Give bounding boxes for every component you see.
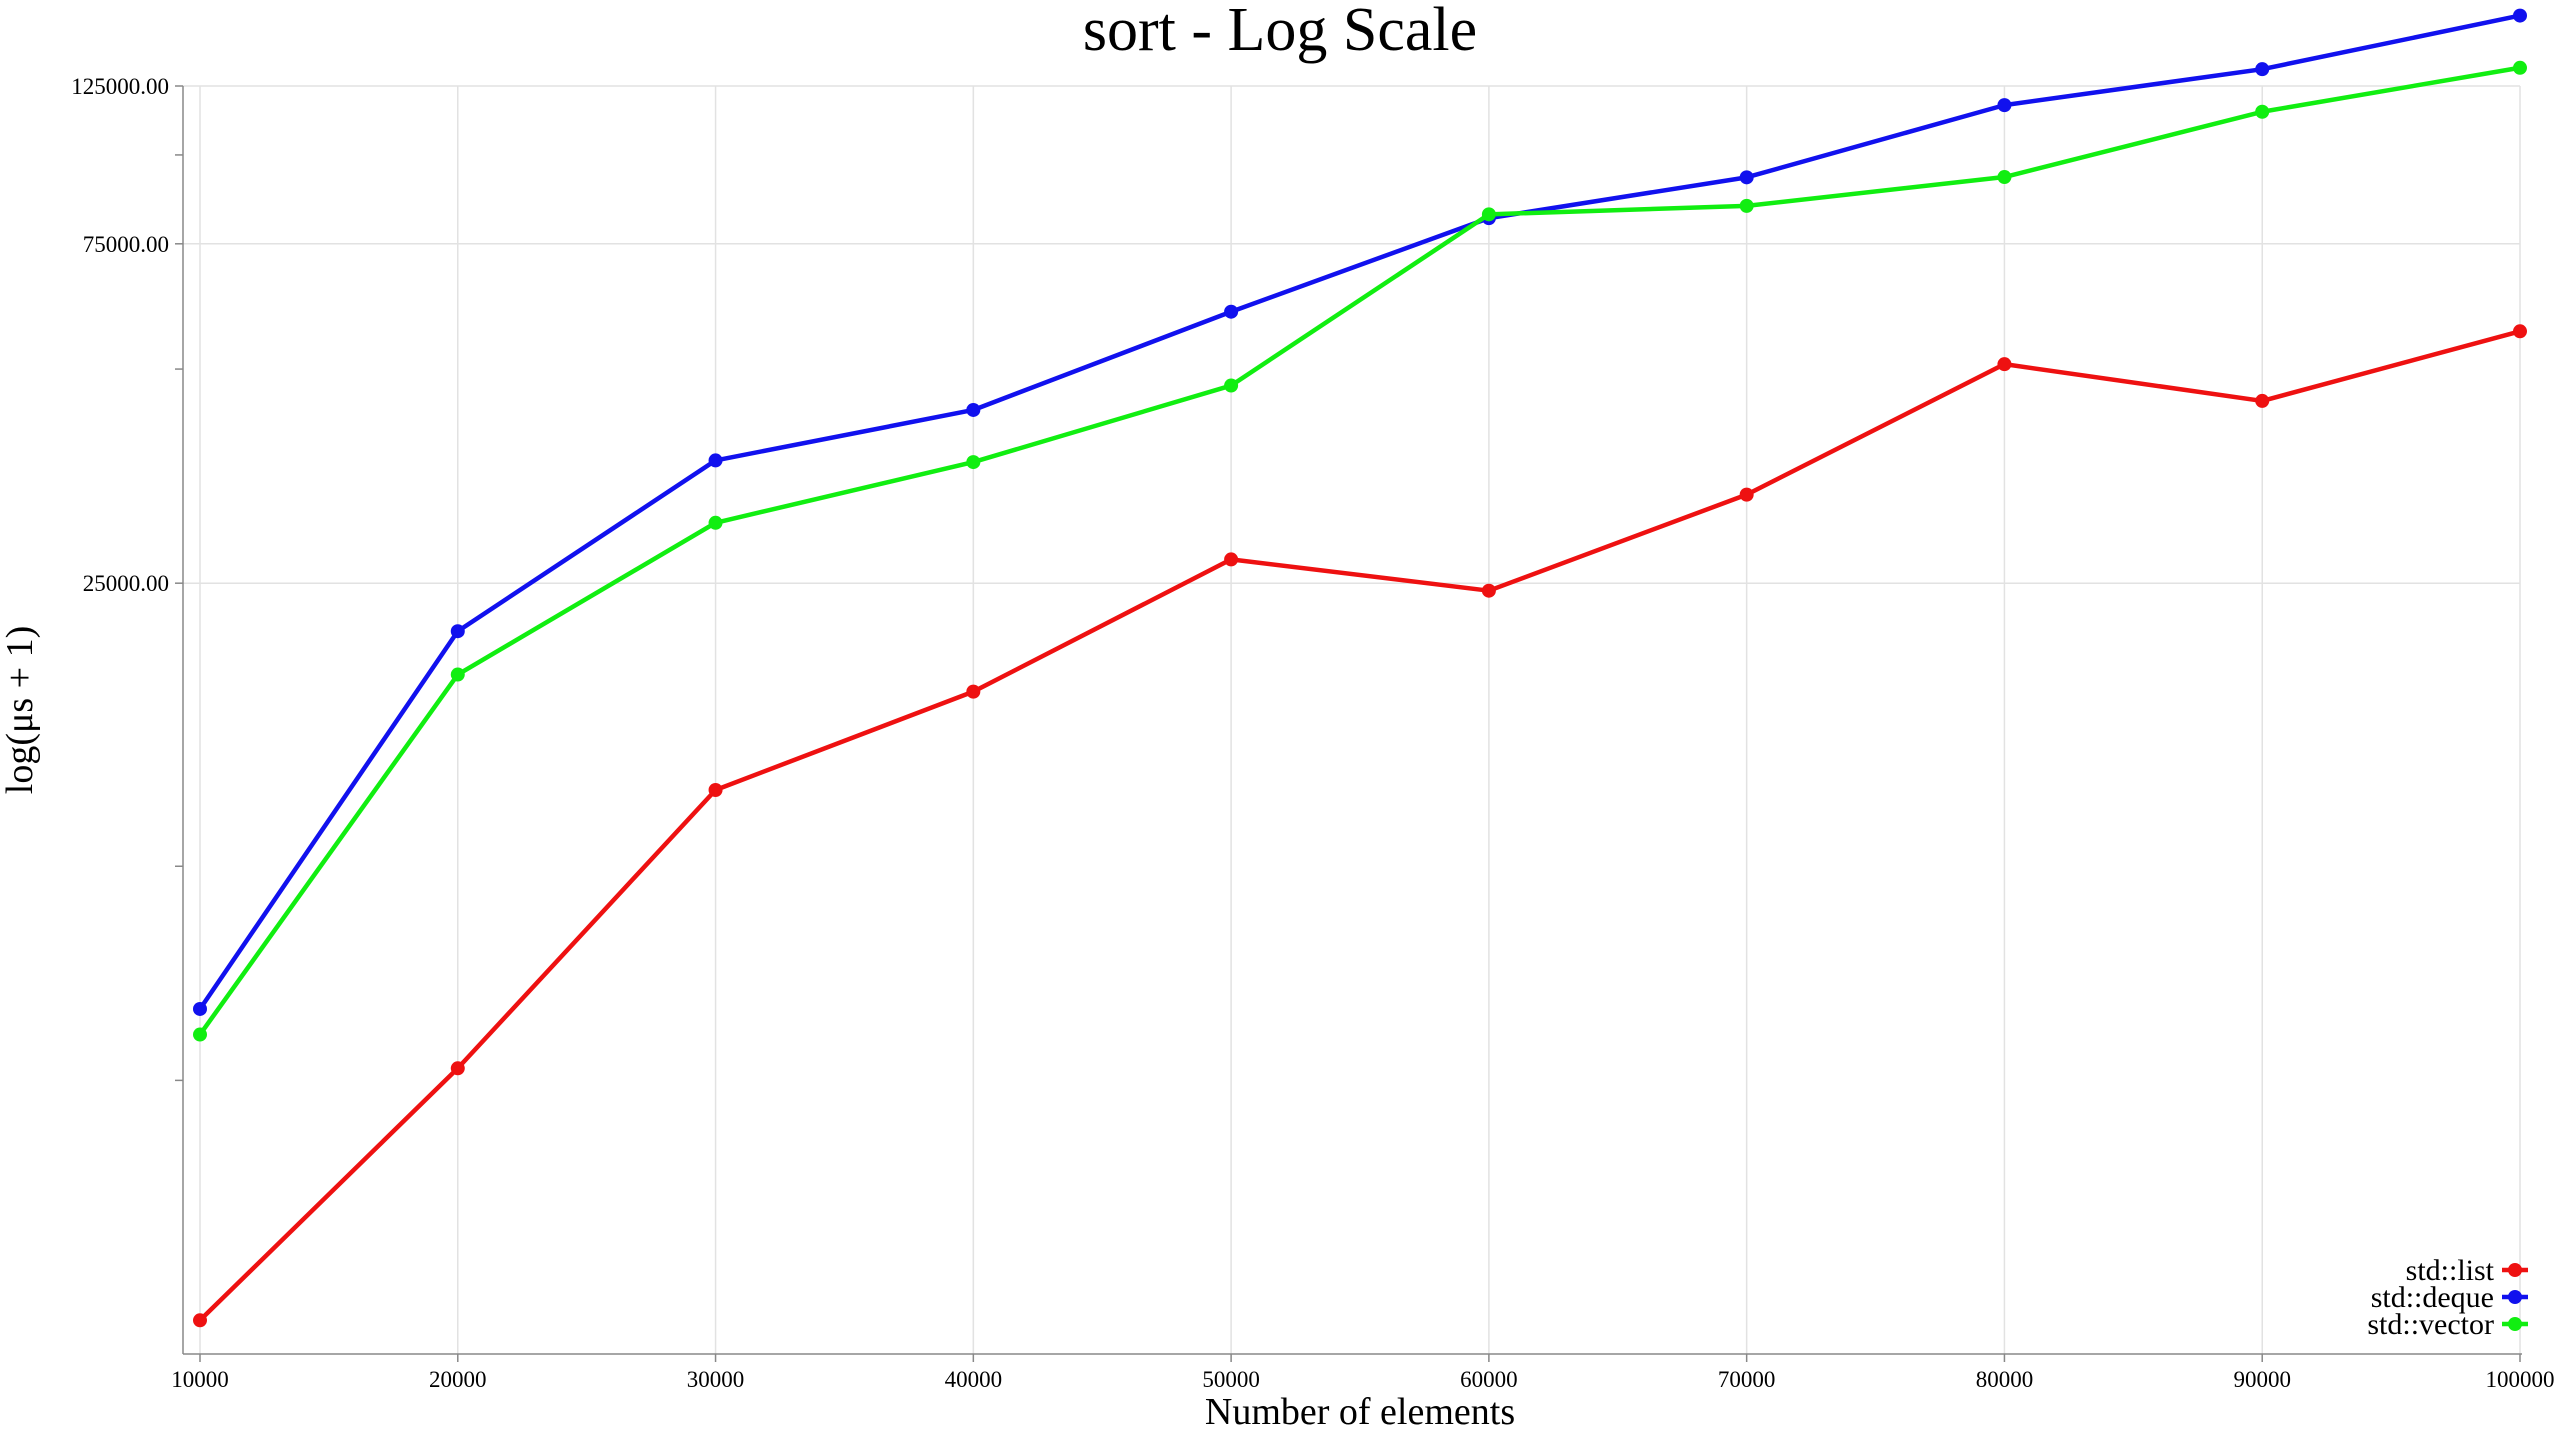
data-point bbox=[2255, 393, 2270, 408]
x-tick-label: 10000 bbox=[171, 1367, 229, 1392]
tick-labels: 10000 20000 30000 40000 50000 60000 70000 80000… bbox=[71, 74, 2554, 1392]
legend-item: std::list bbox=[2406, 1254, 2528, 1287]
data-point bbox=[1739, 198, 1754, 213]
series bbox=[193, 8, 2527, 1328]
y-axis-label: log(μs + 1) bbox=[0, 626, 41, 794]
x-tick-label: 90000 bbox=[2233, 1367, 2291, 1392]
y-tick-label: 75000.00 bbox=[83, 232, 169, 257]
data-point bbox=[1224, 378, 1239, 393]
grid bbox=[183, 85, 2521, 1354]
x-tick-label: 100000 bbox=[2486, 1367, 2555, 1392]
y-tick-label: 25000.00 bbox=[83, 571, 169, 596]
legend-swatch-marker bbox=[2508, 1317, 2522, 1331]
data-point bbox=[1224, 552, 1239, 567]
data-point bbox=[1997, 98, 2012, 113]
data-point bbox=[1739, 487, 1754, 502]
data-point bbox=[193, 1001, 207, 1016]
x-tick-label: 20000 bbox=[429, 1367, 487, 1392]
legend-swatch-marker bbox=[2508, 1290, 2522, 1304]
x-tick-label: 40000 bbox=[945, 1367, 1003, 1392]
x-tick-label: 60000 bbox=[1460, 1367, 1518, 1392]
chart-title: sort - Log Scale bbox=[1083, 0, 1477, 64]
legend-swatch-marker bbox=[2508, 1263, 2522, 1277]
x-tick-label: 30000 bbox=[687, 1367, 745, 1392]
data-point bbox=[966, 684, 981, 699]
series-line bbox=[198, 65, 2521, 1036]
series-line bbox=[198, 13, 2521, 1011]
data-point bbox=[1481, 207, 1496, 222]
x-tick-label: 80000 bbox=[1976, 1367, 2034, 1392]
x-tick-label: 50000 bbox=[1202, 1367, 1260, 1392]
series-std-list bbox=[193, 324, 2527, 1328]
data-point bbox=[450, 1061, 465, 1076]
data-point bbox=[2255, 104, 2270, 119]
series-line bbox=[198, 329, 2521, 1322]
data-point bbox=[193, 1027, 207, 1042]
data-point bbox=[1481, 583, 1496, 598]
data-point bbox=[1997, 170, 2012, 185]
data-point bbox=[1224, 304, 1239, 319]
axes bbox=[182, 86, 2522, 1355]
data-point bbox=[2513, 324, 2527, 339]
legend-item: std::deque bbox=[2371, 1281, 2528, 1314]
x-axis-label: Number of elements bbox=[1205, 1391, 1515, 1433]
data-point bbox=[966, 402, 981, 417]
series-std-deque bbox=[193, 8, 2527, 1016]
data-point bbox=[708, 782, 723, 797]
data-point bbox=[708, 515, 723, 530]
y-tick-label: 125000.00 bbox=[71, 74, 169, 99]
legend-label: std::deque bbox=[2371, 1281, 2494, 1314]
legend-label: std::list bbox=[2406, 1254, 2495, 1287]
legend-label: std::vector bbox=[2367, 1308, 2494, 1341]
data-point bbox=[2255, 62, 2270, 77]
data-point bbox=[450, 624, 465, 639]
legend-item: std::vector bbox=[2367, 1308, 2528, 1341]
data-point bbox=[2513, 8, 2527, 23]
series-std-vector bbox=[193, 60, 2527, 1042]
data-point bbox=[966, 455, 981, 470]
data-point bbox=[1739, 170, 1754, 185]
x-tick-label: 70000 bbox=[1718, 1367, 1776, 1392]
data-point bbox=[708, 453, 723, 468]
data-point bbox=[1997, 357, 2012, 372]
data-point bbox=[450, 667, 465, 682]
data-point bbox=[2513, 60, 2527, 75]
data-point bbox=[193, 1313, 207, 1328]
